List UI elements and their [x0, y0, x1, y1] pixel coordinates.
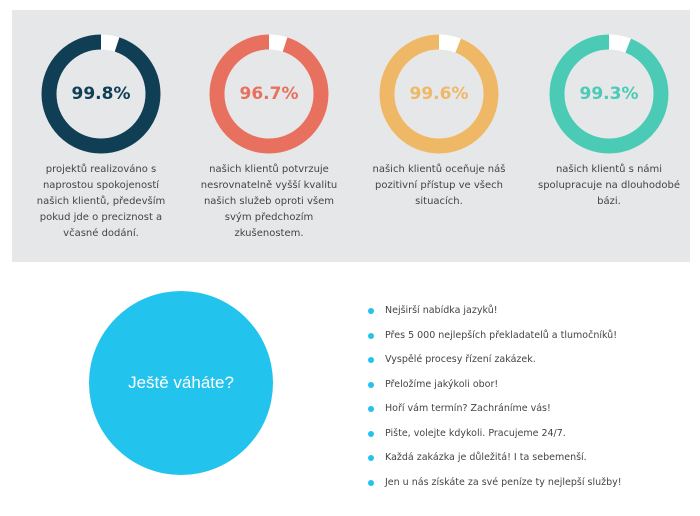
list-item-text: Jen u nás získáte za své peníze ty nejle…: [385, 476, 622, 488]
stat-description: našich klientů oceňuje náš pozitivní pří…: [372, 164, 506, 207]
list-item: Nejširší nabídka jazyků!: [368, 299, 622, 324]
bullet-dot-icon: [368, 455, 374, 461]
list-item: Každá zakázka je důležitá! I ta sebemenš…: [368, 446, 622, 471]
list-item: Přeložíme jakýkoli obor!: [368, 373, 622, 398]
stat-percentage: 96.7%: [239, 84, 299, 104]
cta-circle: Ještě váháte?: [89, 291, 273, 475]
list-item-text: Vyspělé procesy řízení zakázek.: [385, 354, 536, 365]
ring-progress: [209, 34, 329, 154]
bullet-dot-icon: [368, 406, 374, 412]
donut-chart: [41, 34, 161, 154]
ring-progress: [41, 34, 161, 154]
list-item-text: Každá zakázka je důležitá! I ta sebemenš…: [385, 452, 587, 463]
stat-percentage: 99.3%: [579, 84, 639, 104]
donut-chart: [379, 34, 499, 154]
ring-progress: [379, 34, 499, 154]
list-item-text: Pište, volejte kdykoli. Pracujeme 24/7.: [385, 427, 566, 439]
bullet-dot-icon: [368, 381, 374, 388]
stat-percentage: 99.6%: [409, 84, 469, 104]
donut-chart: [209, 34, 329, 154]
list-item-text: Nejširší nabídka jazyků!: [385, 305, 498, 316]
ring-progress: [549, 34, 669, 154]
stat-description: našich klientů potvrzuje nesrovnatelně v…: [200, 164, 338, 239]
bullet-dot-icon: [368, 479, 374, 486]
bullet-dot-icon: [368, 308, 374, 314]
stats-panel: 99.8% projektů realizováno s naprostou s…: [12, 10, 690, 262]
list-item: Jen u nás získáte za své peníze ty nejle…: [368, 471, 622, 496]
stat-description: projektů realizováno s naprostou spokoje…: [36, 164, 166, 239]
list-item-text: Přes 5 000 nejlepších překladatelů a tlu…: [385, 329, 618, 341]
cta-heading: Ještě váháte?: [128, 373, 234, 392]
donut-chart: [549, 34, 669, 154]
bullet-dot-icon: [368, 332, 374, 339]
feature-list: Nejširší nabídka jazyků! Přes 5 000 nejl…: [368, 299, 622, 495]
list-item: Hoří vám termín? Zachráníme vás!: [368, 397, 622, 422]
list-item: Vyspělé procesy řízení zakázek.: [368, 348, 622, 373]
list-item: Přes 5 000 nejlepších překladatelů a tlu…: [368, 324, 622, 349]
stat-description: našich klientů s námi spolupracuje na dl…: [538, 164, 680, 207]
list-item-text: Přeložíme jakýkoli obor!: [385, 378, 499, 390]
list-item-text: Hoří vám termín? Zachráníme vás!: [385, 403, 551, 414]
bullet-dot-icon: [368, 357, 374, 363]
list-item: Pište, volejte kdykoli. Pracujeme 24/7.: [368, 422, 622, 447]
bullet-dot-icon: [368, 430, 374, 437]
stat-percentage: 99.8%: [71, 84, 131, 104]
